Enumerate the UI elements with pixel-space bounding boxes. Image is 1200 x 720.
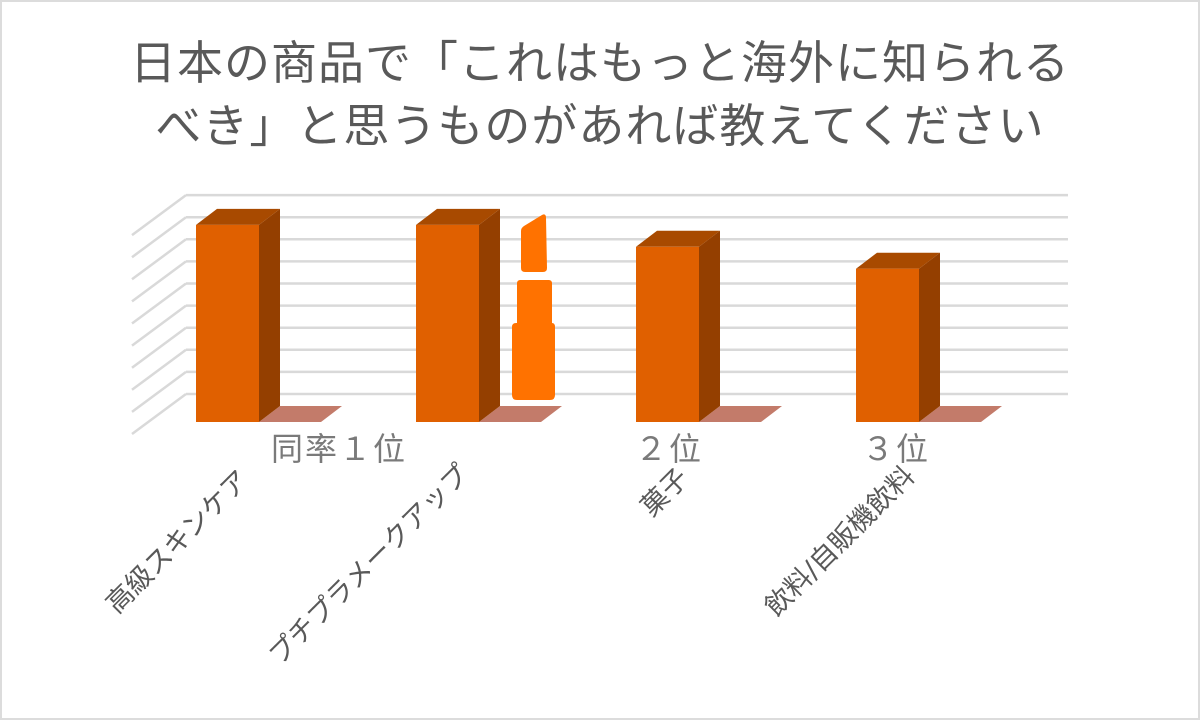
chart-title-line2: べき」と思うものがあれば教えてください [155,99,1045,153]
bar [196,208,342,422]
gridline-side [131,282,187,325]
bar-shadow [699,406,782,422]
bar-front [196,224,259,422]
lipstick-icon [512,214,555,400]
bar-side [259,208,280,422]
gridline-side [131,216,187,259]
bar-side [479,208,500,422]
rank-label-third: ３位 [862,430,931,468]
bar [856,252,1002,422]
bar-top [636,230,720,247]
gridline-side [131,392,187,436]
bar-front [856,268,919,422]
gridline-side [131,348,187,391]
bar-side [699,230,720,422]
bar-top [196,208,280,225]
bars [196,208,1002,422]
rank-label-second: ２位 [635,430,704,468]
gridline-side [131,260,187,303]
bar-shadow [919,406,1002,422]
bar-front [636,246,699,422]
gridline-side [131,194,187,237]
bar [416,208,562,422]
rank-label-tie-first: 同率１位 [271,430,408,468]
bar-top [416,208,500,225]
chart-title-line1: 日本の商品で「これはもっと海外に知られる [130,36,1070,90]
bar-shadow [259,406,342,422]
bar-front [416,224,479,422]
bar-shadow [479,406,562,422]
bar-side [919,252,940,422]
gridline-side [131,238,187,281]
bar [636,230,782,422]
gridline-side [131,370,187,413]
gridline-side [131,304,187,347]
bar-top [856,252,940,269]
gridline-side [131,326,187,369]
